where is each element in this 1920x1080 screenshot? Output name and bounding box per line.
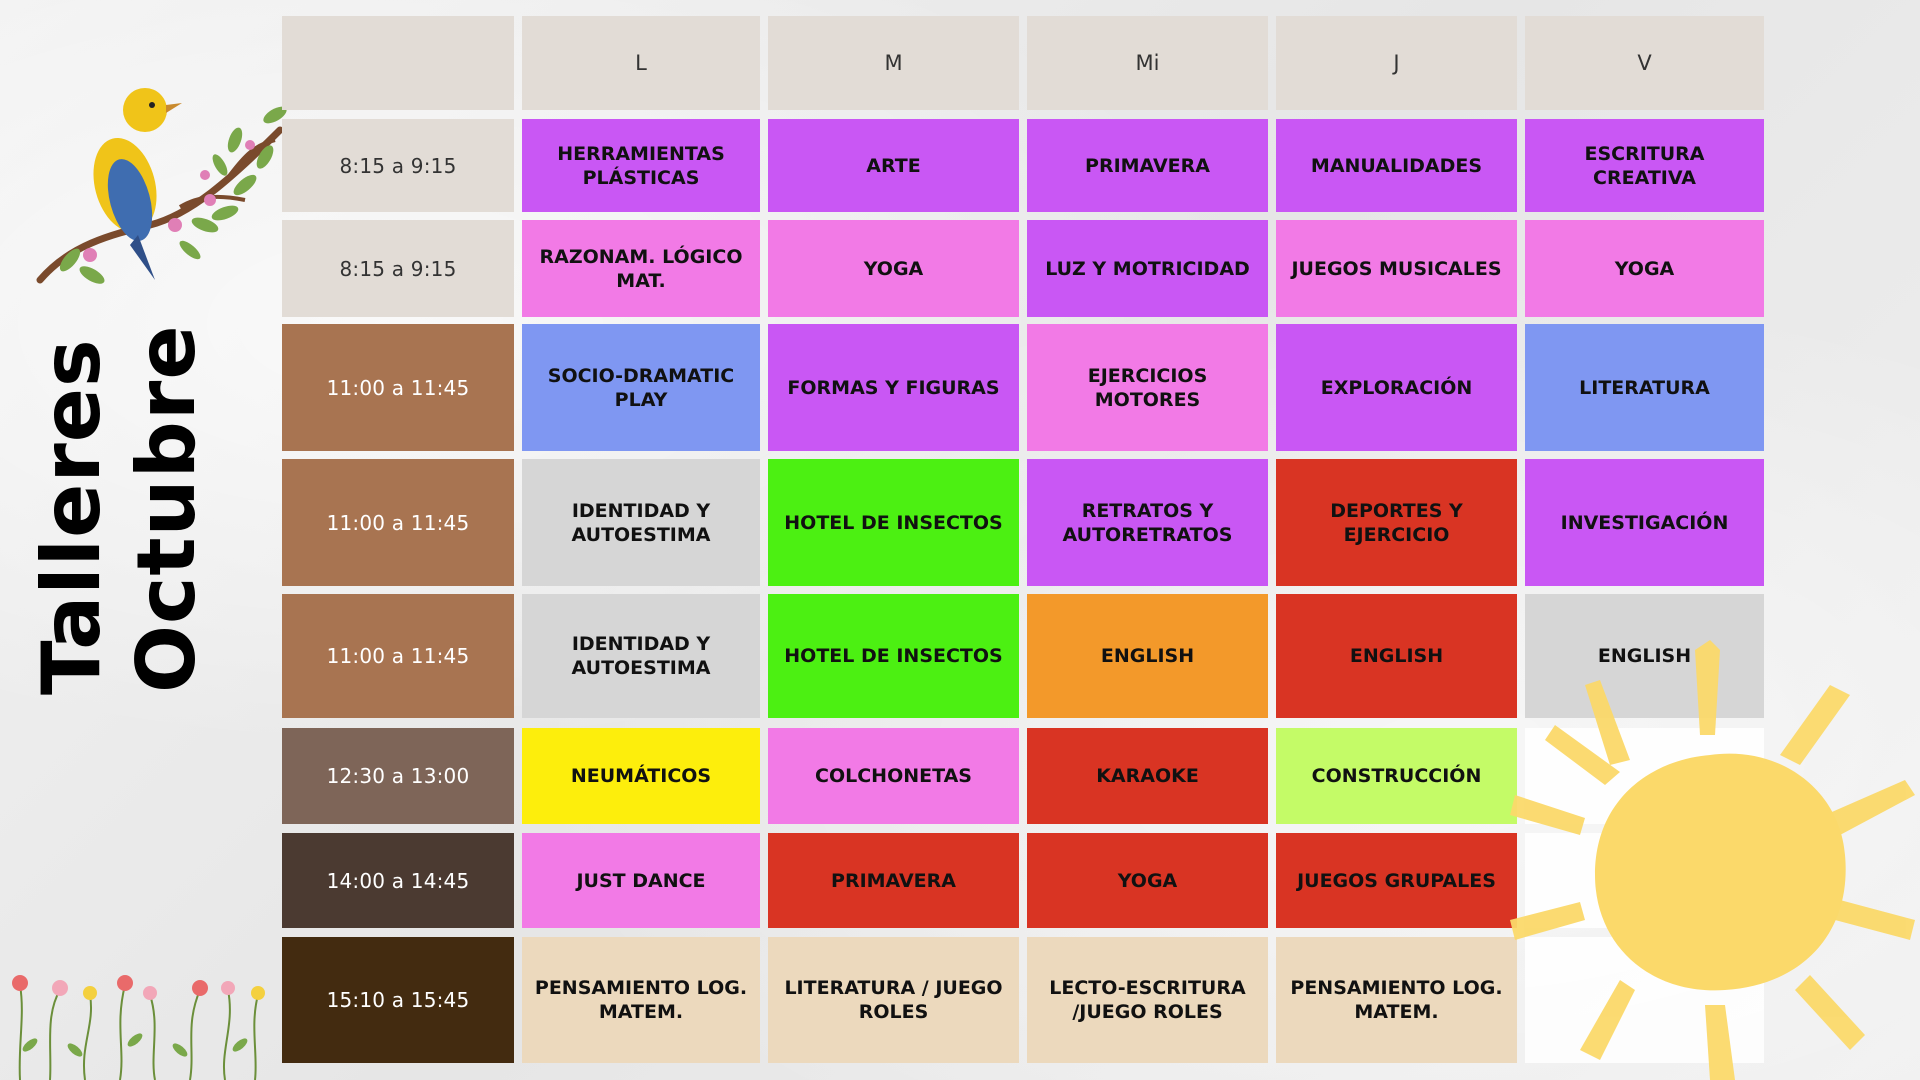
activity-cell: RETRATOS Y AUTORETRATOS	[1027, 459, 1268, 586]
activity-cell: EXPLORACIÓN	[1276, 324, 1517, 451]
activity-cell: YOGA	[768, 220, 1019, 317]
page-title: Talleres Octubre	[25, 324, 220, 700]
activity-cell: HOTEL DE INSECTOS	[768, 459, 1019, 586]
activity-cell: ENGLISH	[1027, 594, 1268, 718]
time-slot: 8:15 a 9:15	[282, 220, 514, 317]
activity-cell: PENSAMIENTO LOG. MATEM.	[522, 937, 760, 1063]
activity-cell: DEPORTES Y EJERCICIO	[1276, 459, 1517, 586]
activity-cell: JUST DANCE	[522, 833, 760, 928]
activity-cell: LITERATURA	[1525, 324, 1764, 451]
time-slot: 11:00 a 11:45	[282, 459, 514, 586]
activity-cell: JUEGOS MUSICALES	[1276, 220, 1517, 317]
sun-illustration	[1510, 640, 1915, 1080]
time-slot: 11:00 a 11:45	[282, 594, 514, 718]
activity-cell: PENSAMIENTO LOG. MATEM.	[1276, 937, 1517, 1063]
activity-cell: LITERATURA / JUEGO ROLES	[768, 937, 1019, 1063]
activity-cell: ESCRITURA CREATIVA	[1525, 119, 1764, 212]
activity-cell: PRIMAVERA	[1027, 119, 1268, 212]
activity-cell: RAZONAM. LÓGICO MAT.	[522, 220, 760, 317]
day-header-l: L	[522, 16, 760, 110]
activity-cell: ARTE	[768, 119, 1019, 212]
day-header-j: J	[1276, 16, 1517, 110]
time-slot: 12:30 a 13:00	[282, 728, 514, 824]
time-slot: 11:00 a 11:45	[282, 324, 514, 451]
activity-cell: COLCHONETAS	[768, 728, 1019, 824]
day-header-m: M	[768, 16, 1019, 110]
time-slot: 15:10 a 15:45	[282, 937, 514, 1063]
activity-cell: LUZ Y MOTRICIDAD	[1027, 220, 1268, 317]
time-slot: 8:15 a 9:15	[282, 119, 514, 212]
activity-cell: ENGLISH	[1525, 594, 1764, 718]
activity-cell: LECTO-ESCRITURA /JUEGO ROLES	[1027, 937, 1268, 1063]
day-header-mi: Mi	[1027, 16, 1268, 110]
title-line-2: Octubre	[120, 324, 213, 693]
activity-cell: HOTEL DE INSECTOS	[768, 594, 1019, 718]
activity-cell: YOGA	[1525, 220, 1764, 317]
activity-cell: YOGA	[1027, 833, 1268, 928]
activity-cell: KARAOKE	[1027, 728, 1268, 824]
activity-cell: SOCIO-DRAMATIC PLAY	[522, 324, 760, 451]
activity-cell: MANUALIDADES	[1276, 119, 1517, 212]
title-line-1: Talleres	[25, 338, 118, 695]
wildflowers-illustration	[12, 975, 265, 1080]
activity-cell: FORMAS Y FIGURAS	[768, 324, 1019, 451]
activity-cell: ENGLISH	[1276, 594, 1517, 718]
activity-cell: HERRAMIENTAS PLÁSTICAS	[522, 119, 760, 212]
activity-cell: IDENTIDAD Y AUTOESTIMA	[522, 459, 760, 586]
time-slot: 14:00 a 14:45	[282, 833, 514, 928]
activity-cell: CONSTRUCCIÓN	[1276, 728, 1517, 824]
day-header-v: V	[1525, 16, 1764, 110]
activity-cell: NEUMÁTICOS	[522, 728, 760, 824]
activity-cell: PRIMAVERA	[768, 833, 1019, 928]
activity-cell: INVESTIGACIÓN	[1525, 459, 1764, 586]
activity-cell: IDENTIDAD Y AUTOESTIMA	[522, 594, 760, 718]
header-corner	[282, 16, 514, 110]
bird-on-branch-illustration	[36, 88, 287, 284]
activity-cell: JUEGOS GRUPALES	[1276, 833, 1517, 928]
activity-cell: EJERCICIOS MOTORES	[1027, 324, 1268, 451]
